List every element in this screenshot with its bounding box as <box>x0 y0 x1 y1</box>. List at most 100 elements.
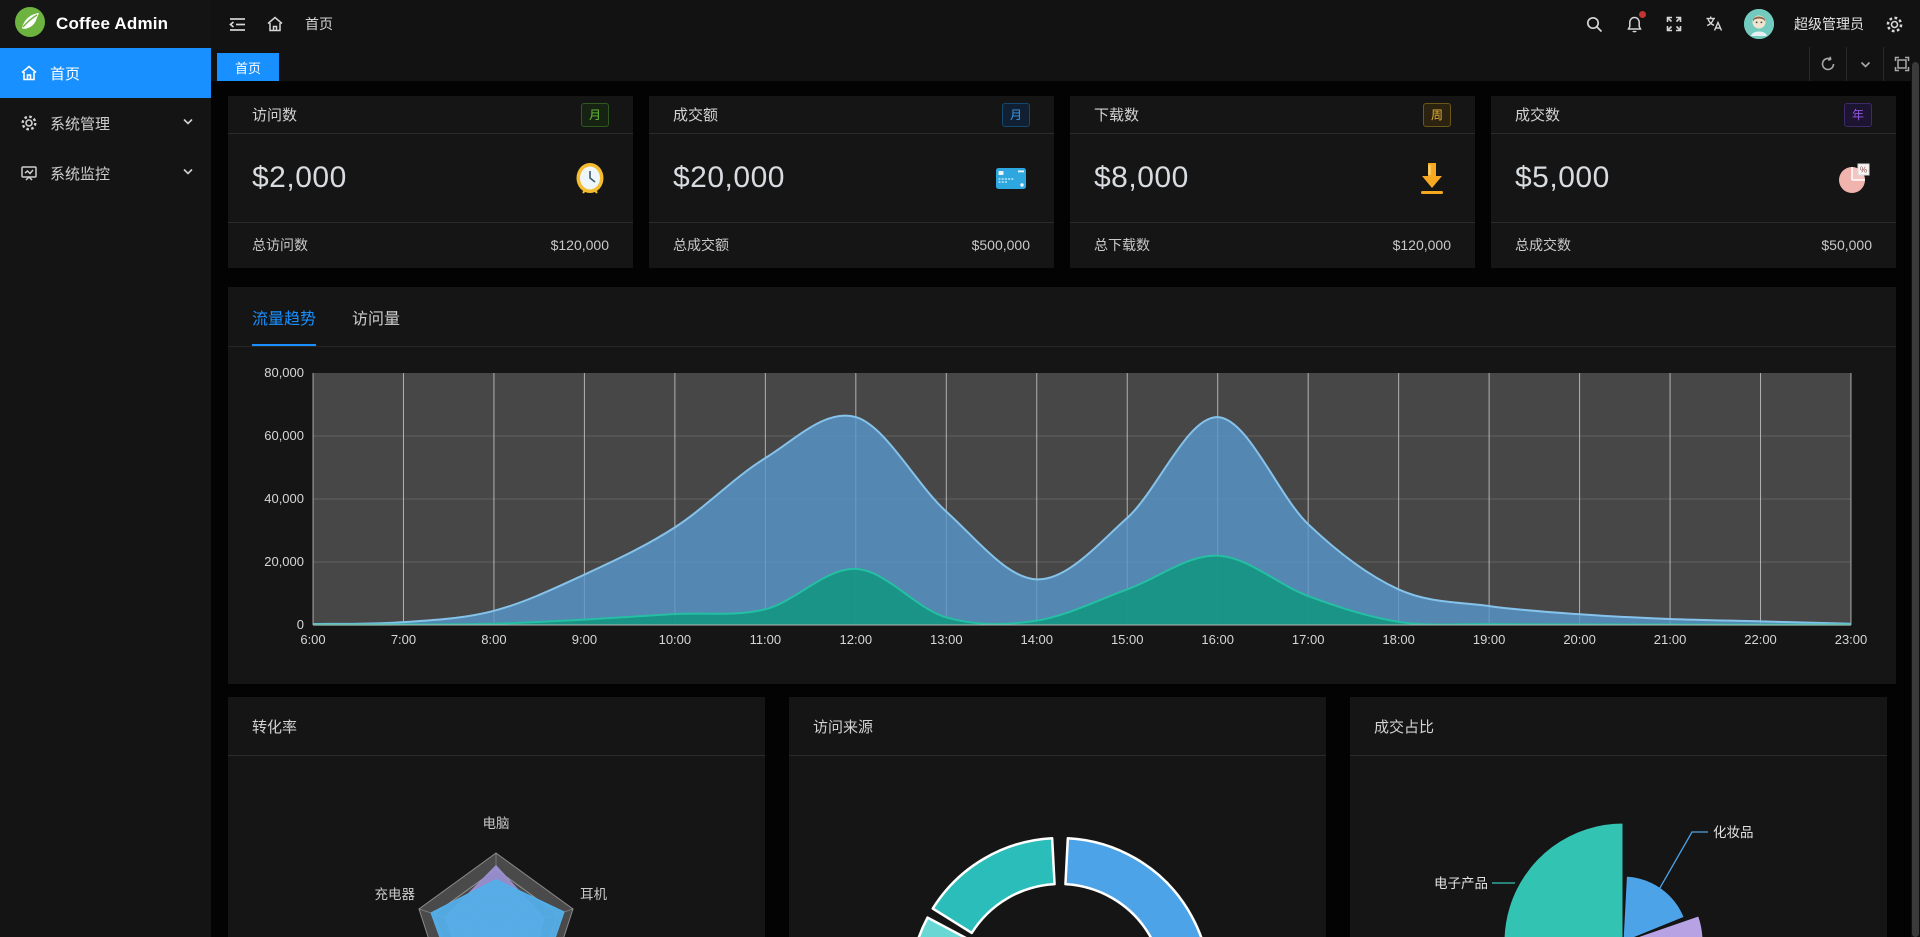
breadcrumb-home-icon[interactable] <box>265 14 285 34</box>
period-badge: 月 <box>580 102 609 127</box>
notification-badge-dot <box>1639 11 1646 18</box>
settings-gear-icon[interactable] <box>1884 14 1904 34</box>
card-header: 访问来源 <box>789 697 1326 756</box>
stat-card-footer: 总成交数 $50,000 <box>1491 222 1896 267</box>
stat-value: $8,000 <box>1094 161 1189 194</box>
svg-text:%: % <box>1860 166 1867 175</box>
menu-fold-icon[interactable] <box>227 14 247 34</box>
app-logo[interactable]: Coffee Admin <box>0 0 211 48</box>
trend-card-tabs: 流量趋势 访问量 <box>228 287 1896 347</box>
card-header: 转化率 <box>228 697 765 756</box>
sidebar-item-label: 首页 <box>50 65 81 83</box>
svg-text:20:00: 20:00 <box>1563 632 1596 647</box>
svg-text:14:00: 14:00 <box>1020 632 1053 647</box>
visit-source-donut-chart <box>917 836 1203 937</box>
fullscreen-icon[interactable] <box>1664 14 1684 34</box>
svg-text:80,000: 80,000 <box>264 365 304 380</box>
svg-text:23:00: 23:00 <box>1835 632 1868 647</box>
conversion-rate-card: 转化率 电脑耳机 充电器 <box>228 697 765 937</box>
stat-card-footer: 总下载数 $120,000 <box>1070 222 1475 267</box>
deal-share-card: 成交占比 化妆品 电子产品 <box>1350 697 1887 937</box>
traffic-trend-card: 流量趋势 访问量 0 20,000 40,000 60,000 80,000 6:00 7:… <box>228 287 1896 684</box>
svg-text:12:00: 12:00 <box>840 632 873 647</box>
chevron-down-icon <box>181 164 195 182</box>
chevron-down-icon <box>181 114 195 132</box>
stat-footer-value: $120,000 <box>550 237 609 253</box>
avatar[interactable] <box>1744 9 1774 39</box>
svg-text:耳机: 耳机 <box>580 887 608 902</box>
svg-text:电脑: 电脑 <box>483 816 510 831</box>
topbar: 首页 <box>211 0 1920 48</box>
pie-percent-icon: % <box>1834 159 1872 197</box>
stat-card-visits: 访问数 月 $2,000 总访问数 $120,000 <box>228 96 633 268</box>
period-badge: 周 <box>1422 102 1451 127</box>
traffic-trend-chart: 0 20,000 40,000 60,000 80,000 6:00 7:00 8:00 9:0… <box>264 365 1868 647</box>
stat-value: $20,000 <box>673 161 785 194</box>
user-name[interactable]: 超级管理员 <box>1794 16 1864 32</box>
chevron-down-icon[interactable] <box>1846 47 1883 81</box>
translate-icon[interactable] <box>1704 14 1724 34</box>
svg-text:8:00: 8:00 <box>481 632 506 647</box>
home-icon <box>20 64 38 82</box>
monitor-icon <box>20 164 38 182</box>
svg-text:10:00: 10:00 <box>659 632 692 647</box>
page-tabs-bar: 首页 <box>211 47 1920 82</box>
radar-chart-body: 电脑耳机 充电器 <box>228 756 765 937</box>
stat-card-deals: 成交数 年 $5,000 % 总成交数 $50,000 <box>1491 96 1896 268</box>
svg-text:15:00: 15:00 <box>1111 632 1144 647</box>
donut-chart-body <box>789 756 1326 937</box>
stat-card-header: 访问数 月 <box>228 96 633 134</box>
svg-text:13:00: 13:00 <box>930 632 963 647</box>
stat-card-header: 成交额 月 <box>649 96 1054 134</box>
stat-footer-label: 总下载数 <box>1094 237 1150 253</box>
tab-traffic-trend[interactable]: 流量趋势 <box>252 287 317 346</box>
breadcrumb[interactable]: 首页 <box>305 16 333 32</box>
bell-icon[interactable] <box>1624 11 1646 34</box>
pie-chart-body: 化妆品 电子产品 <box>1350 756 1887 937</box>
stat-card-body: $20,000 <box>649 134 1054 222</box>
stat-card-body: $5,000 % <box>1491 134 1896 222</box>
tab-home[interactable]: 首页 <box>217 53 280 81</box>
maximize-icon[interactable] <box>1883 47 1920 81</box>
stat-card-title: 下载数 <box>1094 107 1140 124</box>
card-title: 访问来源 <box>813 718 874 736</box>
stat-card-revenue: 成交额 月 $20,000 总成交额 $500,000 <box>649 96 1054 268</box>
page-scrollbar <box>1911 60 1920 937</box>
svg-text:22:00: 22:00 <box>1744 632 1777 647</box>
stat-card-footer: 总成交额 $500,000 <box>649 222 1054 267</box>
sidebar: Coffee Admin 首页 系统管理 <box>0 0 211 937</box>
stat-footer-value: $50,000 <box>1821 237 1872 253</box>
visit-source-card: 访问来源 <box>789 697 1326 937</box>
topbar-right: 超级管理员 <box>1584 9 1904 39</box>
svg-text:16:00: 16:00 <box>1201 632 1234 647</box>
card-header: 成交占比 <box>1350 697 1887 756</box>
stat-card-title: 访问数 <box>252 107 298 124</box>
tab-actions <box>1809 47 1920 81</box>
leaf-logo-icon <box>14 6 46 43</box>
stat-card-title: 成交数 <box>1515 107 1561 124</box>
svg-text:化妆品: 化妆品 <box>1713 825 1754 840</box>
sidebar-item-system-monitor[interactable]: 系统监控 <box>0 148 211 198</box>
period-badge: 月 <box>1001 102 1030 127</box>
app-title: Coffee Admin <box>56 14 169 33</box>
stat-footer-label: 总成交数 <box>1515 237 1571 253</box>
sidebar-item-system-admin[interactable]: 系统管理 <box>0 98 211 148</box>
search-icon[interactable] <box>1584 14 1604 34</box>
svg-text:6:00: 6:00 <box>300 632 325 647</box>
tab-visits[interactable]: 访问量 <box>352 310 401 328</box>
svg-text:17:00: 17:00 <box>1292 632 1325 647</box>
svg-text:9:00: 9:00 <box>572 632 597 647</box>
svg-text:充电器: 充电器 <box>375 887 416 902</box>
stat-card-header: 下载数 周 <box>1070 96 1475 134</box>
stat-card-title: 成交额 <box>673 107 719 124</box>
sidebar-item-home[interactable]: 首页 <box>0 48 211 98</box>
stat-footer-label: 总成交额 <box>673 237 729 253</box>
refresh-icon[interactable] <box>1809 47 1846 81</box>
svg-text:20,000: 20,000 <box>264 554 304 569</box>
card-title: 成交占比 <box>1374 718 1435 736</box>
stat-footer-value: $120,000 <box>1392 237 1451 253</box>
scrollbar-thumb[interactable] <box>1912 62 1919 937</box>
